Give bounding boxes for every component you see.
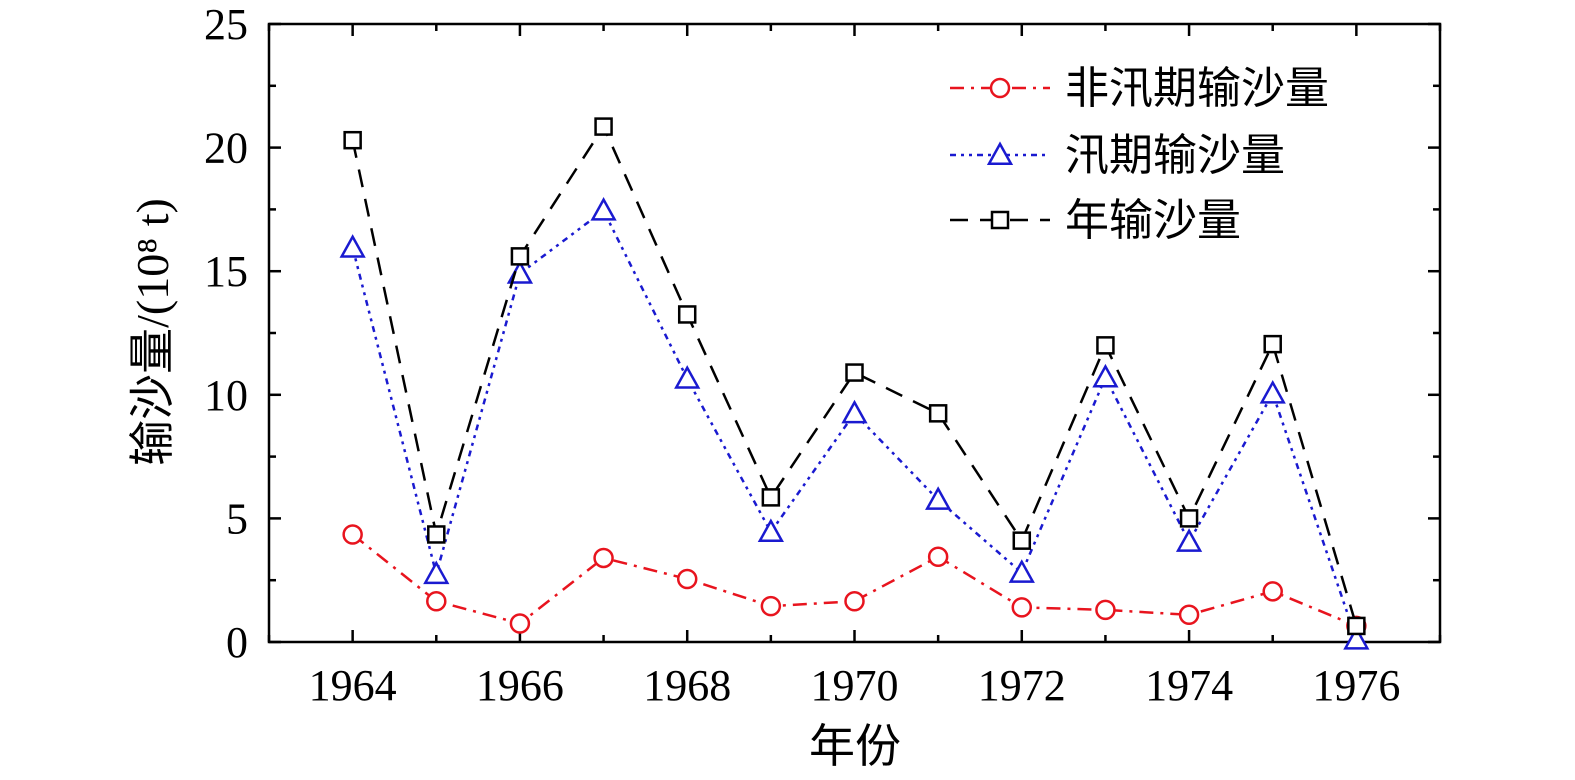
x-tick-label: 1968 [643, 661, 731, 710]
annual-series-point [677, 305, 697, 324]
legend-item: 年输沙量 [950, 196, 1241, 245]
y-tick-label: 15 [204, 247, 248, 296]
x-tick-label: 1964 [309, 661, 397, 710]
non-flood-series-point [1011, 597, 1033, 618]
y-tick-label: 0 [226, 618, 248, 667]
non-flood-series-point [593, 547, 614, 569]
legend-item: 非汛期输沙量 [950, 64, 1329, 113]
annual-series-point [1179, 509, 1199, 528]
flood-series-point [1175, 528, 1203, 552]
flood-series [339, 197, 1370, 650]
non-flood-series-point [927, 546, 949, 567]
legend-marker [989, 77, 1011, 99]
x-tick-label: 1972 [978, 661, 1066, 710]
annual-series-point [1012, 531, 1032, 550]
flood-series-point [925, 486, 952, 510]
annual-series-point [761, 488, 781, 507]
y-tick-label: 5 [226, 494, 248, 543]
annual-series-point [1263, 334, 1282, 354]
y-tick-label: 25 [204, 0, 248, 49]
flood-series-point [423, 560, 450, 585]
flood-series-point [757, 518, 784, 543]
annual-series [343, 117, 1366, 636]
annual-series-point [1096, 336, 1115, 355]
flood-series-point [339, 234, 366, 258]
y-tick-label: 10 [204, 371, 248, 420]
non-flood-series [342, 524, 1367, 637]
plot-frame [267, 22, 1442, 644]
legend-marker [990, 210, 1010, 230]
legend-marker [986, 141, 1014, 166]
flood-series-point [1259, 379, 1286, 404]
x-tick-label: 1970 [811, 661, 899, 710]
y-tick-label: 20 [204, 124, 248, 173]
flood-series-point [590, 197, 617, 221]
non-flood-series-point [342, 524, 363, 545]
y-axis-title: 输沙量/(10⁸ t) [127, 198, 178, 466]
non-flood-series-line [351, 533, 1357, 628]
flood-series-point [1008, 559, 1035, 583]
non-flood-series-point [509, 613, 531, 634]
flood-series-line [351, 208, 1358, 640]
legend-label: 非汛期输沙量 [1065, 64, 1329, 113]
annual-series-point [343, 130, 362, 150]
non-flood-series-point [426, 590, 447, 612]
annual-series-point [1347, 616, 1366, 636]
non-flood-series-point [1178, 604, 1200, 626]
flood-series-point [841, 399, 868, 424]
annual-series-point [510, 247, 530, 266]
legend-label: 年输沙量 [1065, 196, 1241, 245]
annual-series-point [928, 404, 948, 423]
flood-series-point [1343, 625, 1370, 650]
x-tick-label: 1976 [1312, 661, 1400, 710]
x-tick-label: 1974 [1145, 661, 1233, 710]
x-tick-label: 1966 [476, 661, 564, 710]
non-flood-series-point [760, 595, 782, 617]
annual-series-point [845, 363, 864, 382]
non-flood-series-point [1262, 581, 1283, 602]
annual-series-point [427, 525, 446, 544]
flood-series-point [1092, 363, 1119, 388]
non-flood-series-point [844, 590, 865, 612]
x-axis-title: 年份 [809, 721, 901, 772]
non-flood-series-point [676, 568, 698, 590]
non-flood-series-point [1095, 599, 1116, 621]
flood-series-point [674, 365, 701, 389]
legend-item: 汛期输沙量 [950, 131, 1285, 180]
annual-series-point [594, 117, 613, 136]
legend-label: 汛期输沙量 [1065, 131, 1285, 180]
